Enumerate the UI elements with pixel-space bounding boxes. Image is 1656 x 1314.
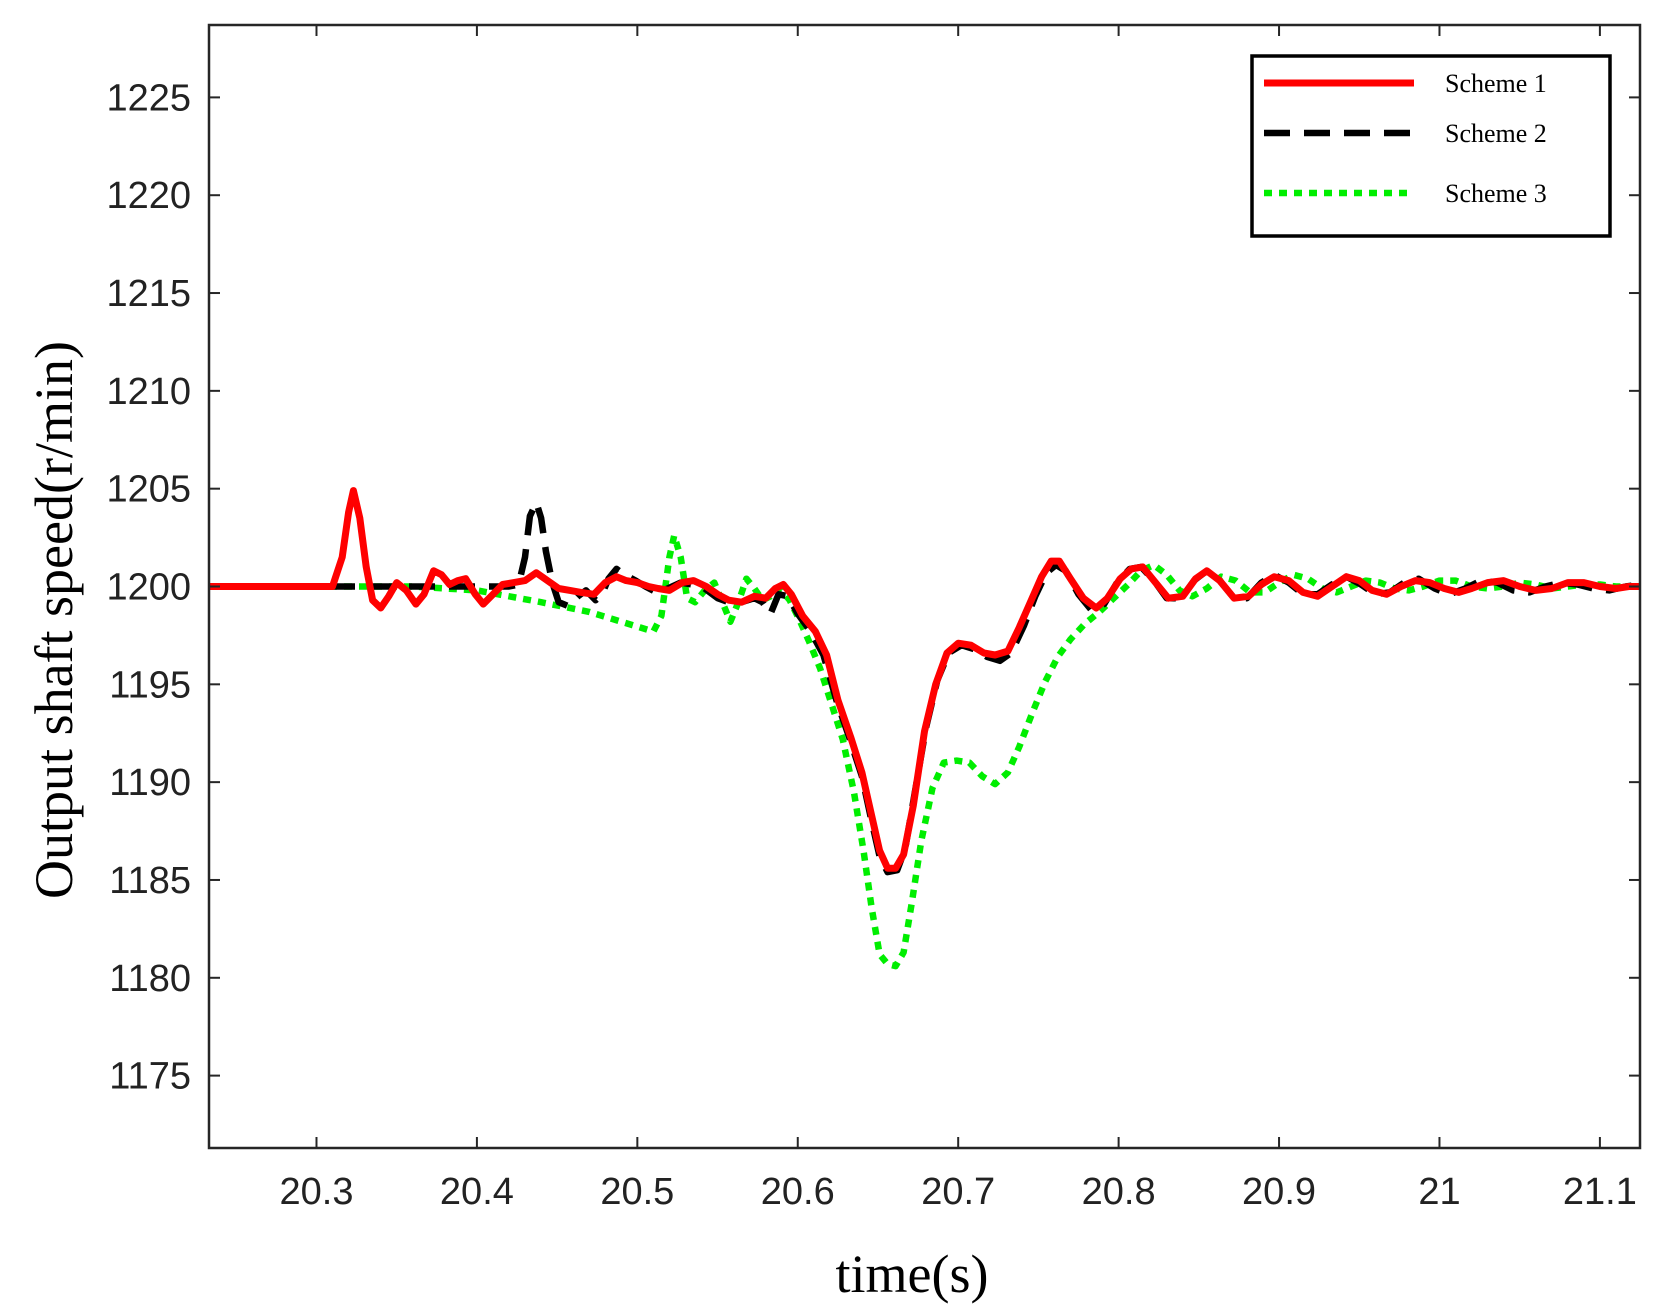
y-tick-label: 1225 — [106, 77, 191, 119]
x-tick-label: 20.6 — [761, 1171, 835, 1213]
x-tick-label: 20.3 — [280, 1171, 354, 1213]
y-tick-label: 1215 — [106, 273, 191, 315]
series-line-scheme-1 — [209, 487, 1640, 872]
x-axis-title: time(s) — [836, 1244, 989, 1304]
y-axis-title: Output shaft speed(r/min) — [24, 341, 84, 899]
y-tick-label: 1220 — [106, 175, 191, 217]
legend-label: Scheme 3 — [1445, 179, 1547, 208]
x-tick-label: 20.7 — [921, 1171, 995, 1213]
y-tick-label: 1195 — [109, 664, 191, 706]
y-tick-label: 1180 — [109, 958, 191, 1000]
x-tick-label: 21 — [1418, 1171, 1460, 1213]
x-tick-label: 20.4 — [440, 1171, 514, 1213]
x-tick-label: 21.1 — [1563, 1171, 1637, 1213]
y-tick-label: 1200 — [106, 567, 191, 609]
y-tick-label: 1175 — [109, 1056, 191, 1098]
tick-layer: 20.3 20.4 20.5 20.6 20.7 20.8 20.9 21 21.1 1175 11… — [106, 25, 1640, 1213]
y-tick-label: 1185 — [109, 860, 191, 902]
series-layer — [209, 487, 1640, 970]
legend-label: Scheme 1 — [1445, 69, 1547, 98]
x-tick-label: 20.5 — [600, 1171, 674, 1213]
legend-label: Scheme 2 — [1445, 119, 1547, 148]
x-tick-label: 20.9 — [1242, 1171, 1316, 1213]
y-tick-label: 1205 — [106, 469, 191, 511]
x-tick-label: 20.8 — [1082, 1171, 1156, 1213]
y-tick-label: 1210 — [106, 371, 191, 413]
y-tick-label: 1190 — [109, 762, 191, 804]
plot-frame — [207, 23, 1642, 1150]
legend: Scheme 1 Scheme 2 Scheme 3 — [1250, 54, 1612, 238]
